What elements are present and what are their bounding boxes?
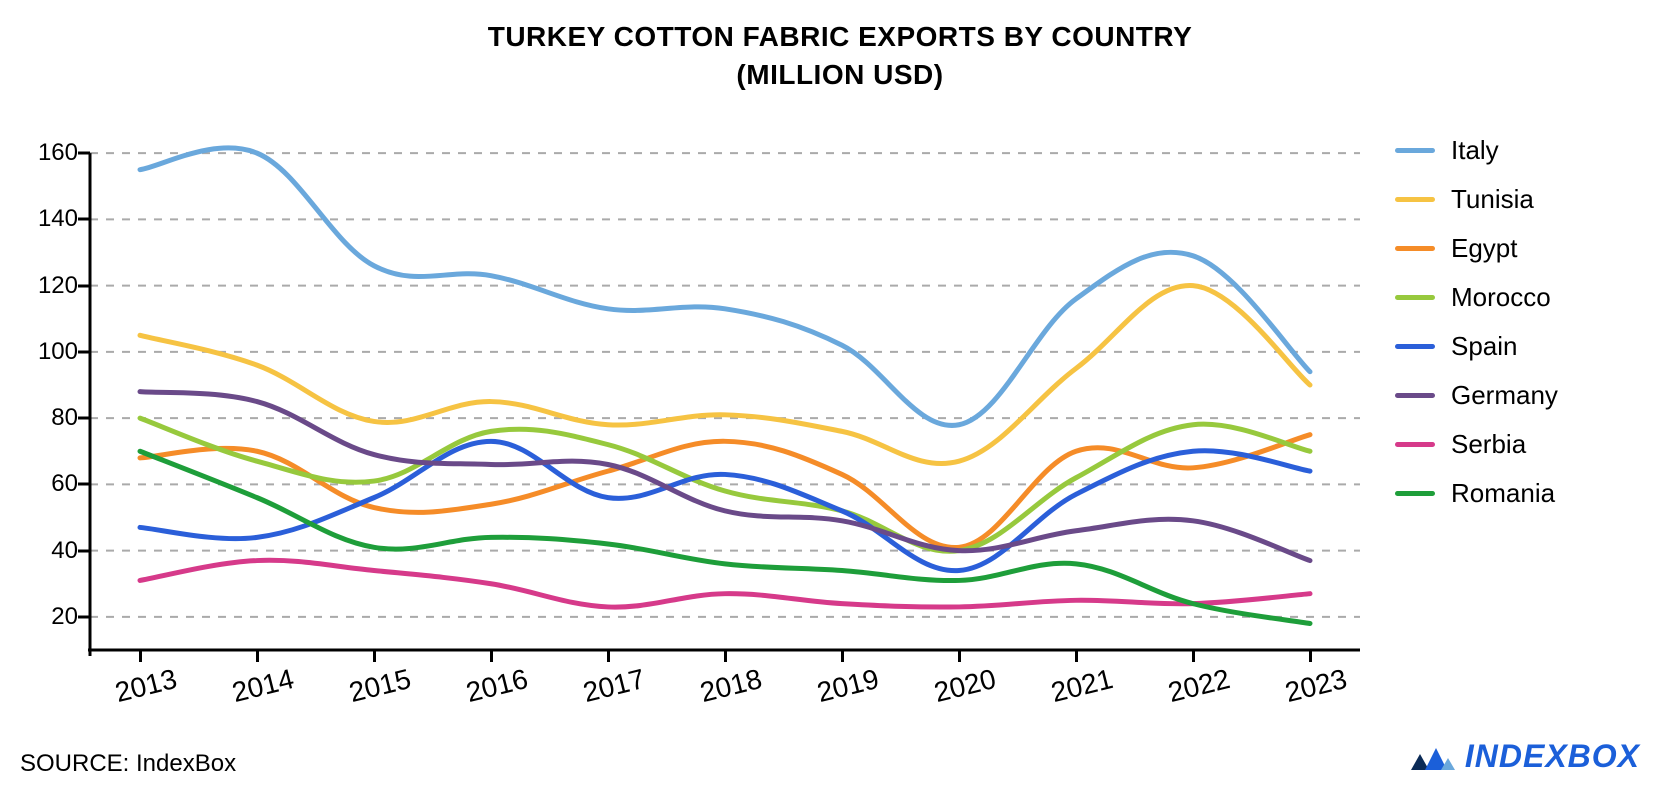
x-tick-label: 2023 — [1282, 663, 1350, 709]
legend-swatch — [1395, 246, 1435, 251]
legend-item-germany: Germany — [1395, 380, 1558, 411]
legend-item-tunisia: Tunisia — [1395, 184, 1558, 215]
legend-label: Serbia — [1451, 429, 1526, 460]
x-tick-label: 2021 — [1048, 663, 1116, 709]
legend-swatch — [1395, 197, 1435, 202]
legend-item-egypt: Egypt — [1395, 233, 1558, 264]
chart-title: TURKEY COTTON FABRIC EXPORTS BY COUNTRY … — [0, 18, 1680, 94]
x-tick-label: 2013 — [112, 663, 180, 709]
legend-swatch — [1395, 148, 1435, 153]
legend-label: Romania — [1451, 478, 1555, 509]
legend-swatch — [1395, 344, 1435, 349]
legend-label: Italy — [1451, 135, 1499, 166]
y-tick-label: 160 — [38, 139, 78, 167]
legend-item-morocco: Morocco — [1395, 282, 1558, 313]
y-tick-label: 100 — [38, 338, 78, 366]
x-tick-label: 2016 — [463, 663, 531, 709]
title-line-1: TURKEY COTTON FABRIC EXPORTS BY COUNTRY — [488, 21, 1193, 52]
x-tick-label: 2014 — [229, 663, 297, 709]
indexbox-logo: INDEXBOX — [1411, 736, 1640, 776]
x-tick-label: 2022 — [1165, 663, 1233, 709]
legend-label: Egypt — [1451, 233, 1518, 264]
y-tick-label: 140 — [38, 205, 78, 233]
x-tick-label: 2020 — [931, 663, 999, 709]
legend-swatch — [1395, 295, 1435, 300]
logo-text: INDEXBOX — [1465, 738, 1640, 775]
y-tick-label: 80 — [51, 404, 78, 432]
legend-item-spain: Spain — [1395, 331, 1558, 362]
legend-swatch — [1395, 491, 1435, 496]
legend: Italy Tunisia Egypt Morocco Spain Germany Serb… — [1395, 135, 1558, 527]
plot-area: 2040608010012014016020132014201520162017… — [90, 120, 1360, 650]
legend-item-italy: Italy — [1395, 135, 1558, 166]
legend-item-romania: Romania — [1395, 478, 1558, 509]
legend-swatch — [1395, 442, 1435, 447]
legend-swatch — [1395, 393, 1435, 398]
chart-svg — [90, 120, 1360, 650]
x-tick-label: 2015 — [346, 663, 414, 709]
series-tunisia — [140, 286, 1310, 464]
legend-label: Spain — [1451, 331, 1518, 362]
y-tick-label: 60 — [51, 470, 78, 498]
x-tick-label: 2017 — [580, 663, 648, 709]
title-line-2: (MILLION USD) — [0, 56, 1680, 94]
chart-container: TURKEY COTTON FABRIC EXPORTS BY COUNTRY … — [0, 0, 1680, 800]
x-tick-label: 2019 — [814, 663, 882, 709]
legend-item-serbia: Serbia — [1395, 429, 1558, 460]
y-tick-label: 20 — [51, 603, 78, 631]
y-tick-label: 40 — [51, 537, 78, 565]
series-italy — [140, 148, 1310, 426]
x-tick-label: 2018 — [697, 663, 765, 709]
legend-label: Morocco — [1451, 282, 1551, 313]
legend-label: Tunisia — [1451, 184, 1534, 215]
legend-label: Germany — [1451, 380, 1558, 411]
logo-icon — [1411, 736, 1455, 776]
source-label: SOURCE: IndexBox — [20, 750, 236, 778]
y-tick-label: 120 — [38, 272, 78, 300]
